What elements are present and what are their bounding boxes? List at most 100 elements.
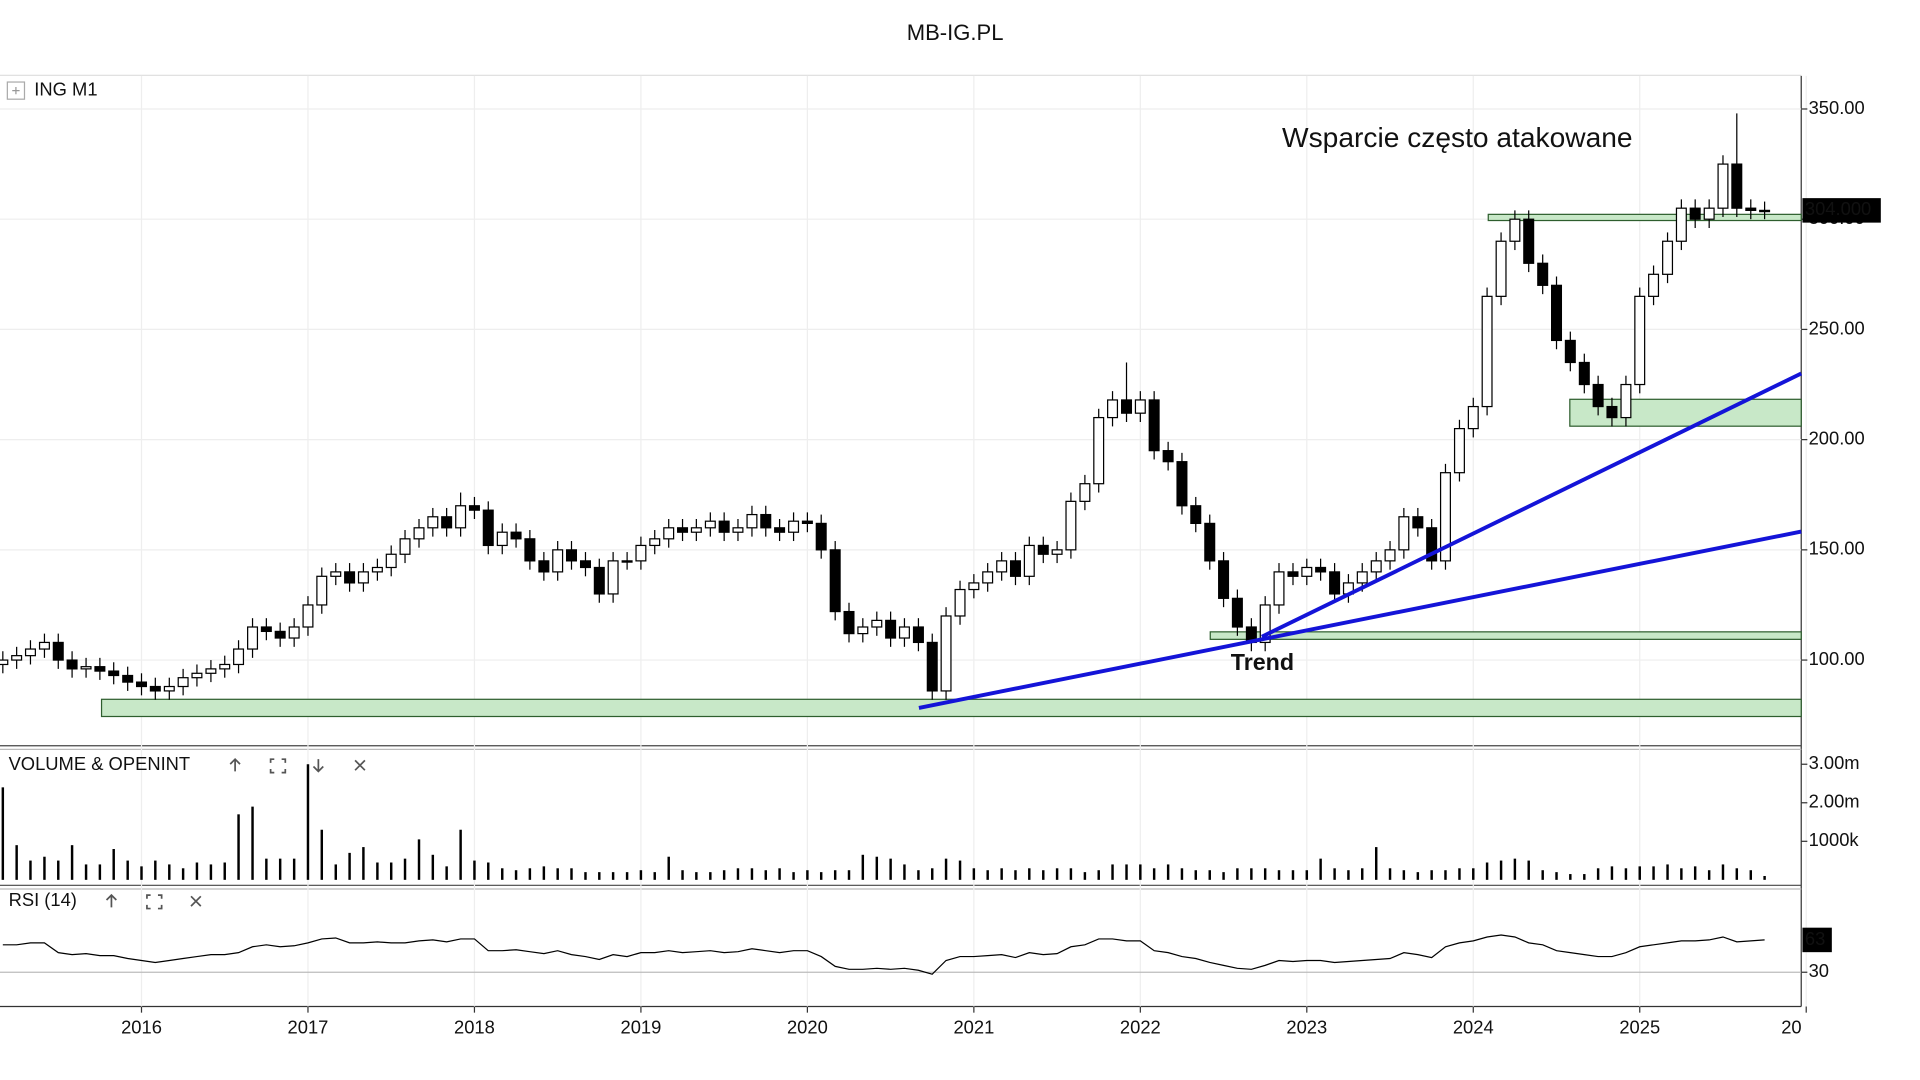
volume-bar — [722, 870, 726, 880]
volume-bar — [320, 829, 324, 880]
volume-bar — [1666, 864, 1669, 880]
y-tick-label: 30 — [1809, 960, 1829, 981]
volume-bar — [847, 870, 851, 880]
volume-bar — [1444, 870, 1447, 880]
candle-body — [316, 575, 328, 606]
volume-bar — [917, 870, 920, 880]
candle-body — [247, 626, 259, 650]
volume-bar — [1735, 868, 1739, 880]
candle-body — [149, 685, 161, 692]
candle-body — [482, 509, 494, 547]
candle-body — [1453, 427, 1465, 474]
candle-body — [1648, 273, 1660, 297]
volume-bar — [903, 864, 906, 880]
annotation: Trend — [1231, 649, 1294, 675]
candle-body — [1079, 483, 1091, 502]
candle-body — [1218, 560, 1230, 599]
x-tick-label: 2021 — [953, 1016, 994, 1037]
volume-bar — [1000, 868, 1003, 880]
volume-bar — [403, 858, 407, 880]
candle-body — [593, 566, 605, 595]
candle-body — [205, 668, 217, 674]
candle-body — [1009, 560, 1021, 577]
x-tick-label: 2019 — [620, 1016, 661, 1037]
candle-body — [288, 626, 300, 639]
volume-bar — [750, 868, 754, 880]
volume-bar — [362, 847, 365, 880]
x-tick-label: 2017 — [288, 1016, 329, 1037]
candle-body — [274, 630, 286, 639]
volume-bar — [126, 860, 129, 880]
candle-body — [135, 681, 148, 688]
volume-bar — [611, 872, 615, 880]
y-tick-label: 2.00m — [1809, 791, 1860, 812]
expand-button[interactable] — [6, 81, 26, 100]
volume-bar — [528, 868, 532, 880]
candle-body — [1190, 505, 1202, 525]
volume-bar — [1624, 868, 1628, 880]
volume-bar — [806, 870, 809, 880]
close-button[interactable] — [354, 759, 366, 771]
volume-bar — [833, 870, 837, 880]
volume-bar — [1222, 872, 1225, 880]
maximize-button[interactable] — [146, 894, 163, 910]
volume-bar — [1610, 866, 1614, 880]
volume-bar — [972, 868, 976, 880]
candle-body — [94, 666, 106, 672]
volume-bar — [667, 856, 670, 880]
volume-bar — [154, 860, 157, 880]
move-down-button[interactable] — [312, 759, 324, 773]
candle-body — [843, 610, 855, 635]
candle-body — [1148, 399, 1160, 452]
candle-body — [801, 520, 813, 525]
candle-body — [1551, 284, 1563, 342]
volume-bar — [1305, 870, 1309, 880]
volume-bar — [1111, 864, 1114, 880]
volume-bar — [292, 858, 296, 880]
candle-body — [385, 553, 397, 569]
candle-body — [52, 641, 64, 661]
close-button[interactable] — [190, 895, 202, 907]
move-up-button[interactable] — [229, 757, 241, 772]
candle-body — [1537, 262, 1549, 286]
y-tick-label: 1000k — [1809, 829, 1860, 850]
volume-bar — [417, 839, 421, 880]
volume-bar — [431, 854, 435, 880]
candle-body — [1037, 544, 1049, 555]
candle-body — [760, 513, 772, 529]
candle-body — [191, 672, 203, 679]
candle-body — [704, 520, 716, 529]
volume-bar — [1583, 874, 1586, 880]
volume-bar — [1680, 868, 1683, 880]
volume-bar — [1263, 868, 1267, 880]
candle-body — [260, 626, 272, 633]
maximize-button[interactable] — [269, 758, 287, 774]
support-zone — [1569, 398, 1802, 427]
volume-bar — [389, 862, 393, 880]
candle-body — [538, 560, 550, 573]
candle-body — [0, 659, 9, 666]
last-price-box — [1802, 198, 1881, 223]
move-up-button[interactable] — [105, 893, 117, 908]
candle-body — [11, 655, 23, 661]
volume-bar — [209, 864, 213, 880]
y-tick-label: 350.00 — [1809, 97, 1865, 118]
volume-bar — [944, 858, 948, 880]
candle-body — [579, 560, 591, 569]
volume-bar — [986, 870, 989, 880]
volume-bar — [1374, 847, 1378, 880]
candle-body — [1578, 361, 1590, 386]
candle-body — [649, 538, 661, 547]
candle-body — [1259, 604, 1271, 644]
volume-bar — [459, 829, 462, 880]
volume-bar — [653, 872, 656, 880]
volume-bar — [1721, 864, 1725, 880]
candle-body — [1107, 399, 1119, 419]
volume-bar — [98, 864, 102, 880]
candle-body — [732, 527, 744, 533]
candle-body — [1329, 571, 1341, 595]
candle-body — [663, 527, 675, 540]
volume-bar — [43, 856, 46, 880]
candle-body — [1745, 207, 1757, 211]
